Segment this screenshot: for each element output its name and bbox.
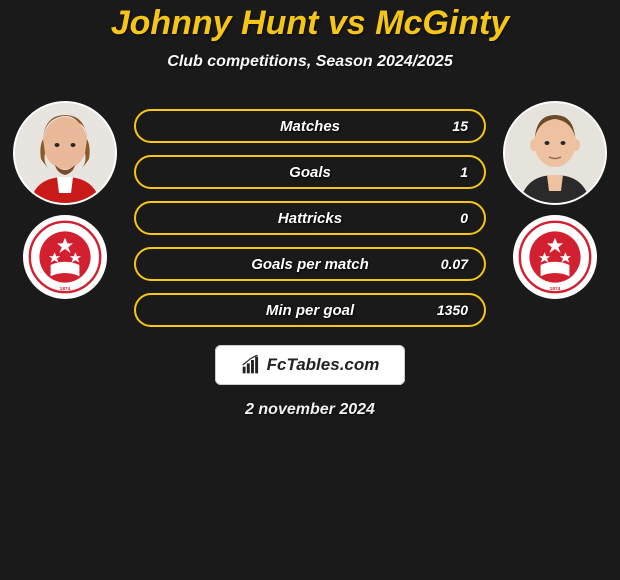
page-subtitle: Club competitions, Season 2024/2025 xyxy=(0,53,620,71)
stat-bar-goals: Goals 1 xyxy=(134,155,486,189)
right-player-avatar xyxy=(503,101,607,205)
right-player-column: 1874 xyxy=(500,101,610,299)
stat-right-value: 1350 xyxy=(437,302,468,318)
stat-bar-matches: Matches 15 xyxy=(134,109,486,143)
footer: FcTables.com 2 november 2024 xyxy=(0,345,620,419)
right-club-badge: 1874 xyxy=(513,215,597,299)
stat-label: Goals per match xyxy=(251,256,369,273)
svg-text:1874: 1874 xyxy=(550,286,561,292)
svg-text:1874: 1874 xyxy=(60,286,71,292)
left-player-avatar xyxy=(13,101,117,205)
stat-right-value: 1 xyxy=(460,164,468,180)
stat-right-value: 0 xyxy=(460,210,468,226)
stat-bar-hattricks: Hattricks 0 xyxy=(134,201,486,235)
brand-badge[interactable]: FcTables.com xyxy=(215,345,406,385)
stats-column: Matches 15 Goals 1 Hattricks 0 Goals per… xyxy=(134,101,486,327)
brand-text: FcTables.com xyxy=(267,355,380,375)
stat-label: Min per goal xyxy=(266,302,354,319)
comparison-card: Johnny Hunt vs McGinty Club competitions… xyxy=(0,0,620,419)
bar-chart-icon xyxy=(241,355,261,375)
stat-bar-goals-per-match: Goals per match 0.07 xyxy=(134,247,486,281)
stat-right-value: 0.07 xyxy=(441,256,468,272)
stat-label: Goals xyxy=(289,164,331,181)
page-title: Johnny Hunt vs McGinty xyxy=(0,4,620,43)
left-player-column: 1874 xyxy=(10,101,120,299)
date-text: 2 november 2024 xyxy=(245,401,375,419)
stat-label: Matches xyxy=(280,118,340,135)
stat-label: Hattricks xyxy=(278,210,342,227)
stat-right-value: 15 xyxy=(452,118,468,134)
comparison-row: 1874 Matches 15 Goals 1 Hattricks 0 xyxy=(0,101,620,327)
stat-bar-min-per-goal: Min per goal 1350 xyxy=(134,293,486,327)
left-club-badge: 1874 xyxy=(23,215,107,299)
